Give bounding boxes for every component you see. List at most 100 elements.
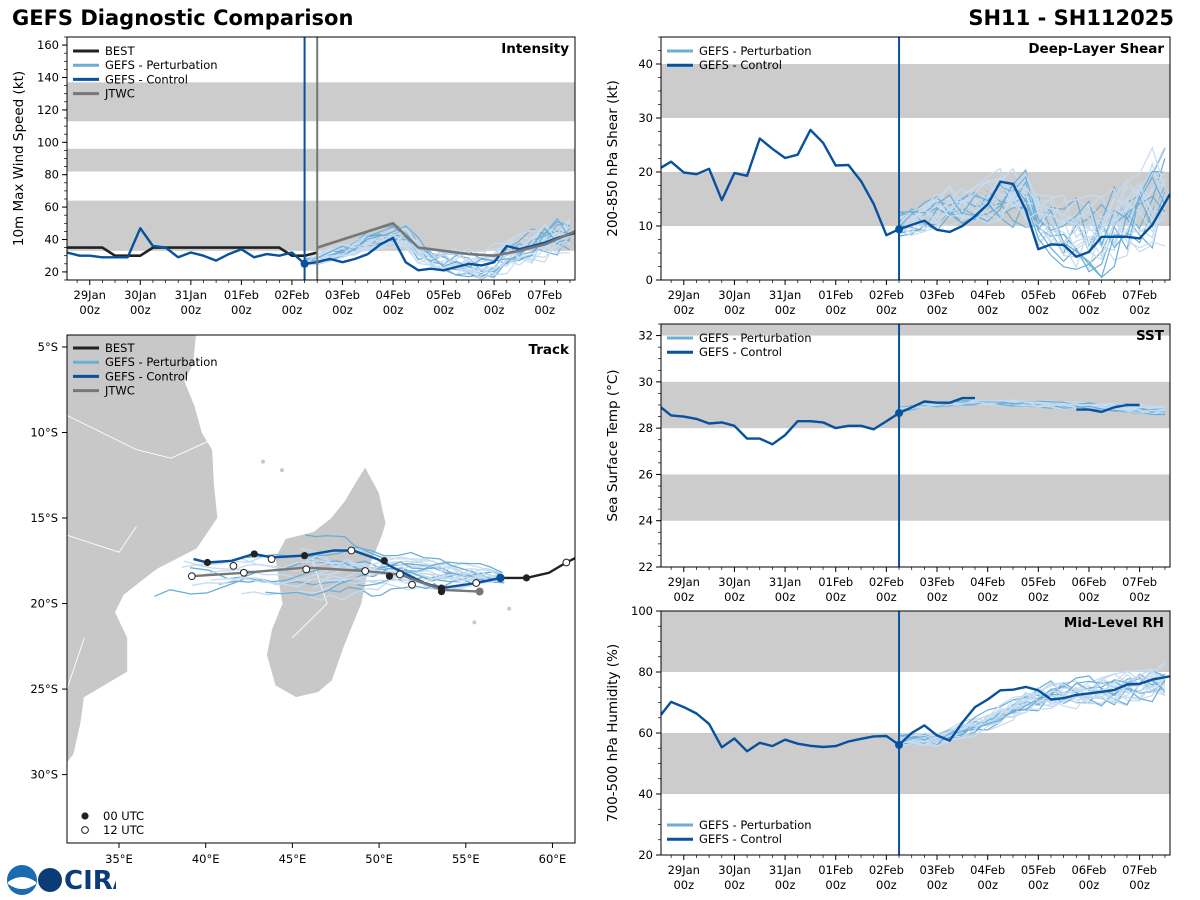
intensity-ylabel: 10m Max Wind Speed (kt) <box>11 71 27 246</box>
rh-xtick-hour: 00z <box>1028 878 1049 892</box>
intensity-xtick-day: 30Jan <box>124 288 156 302</box>
jtwc-init-dot <box>475 587 484 596</box>
intensity-xtick-hour: 00z <box>332 303 353 317</box>
sst-xtick-day: 05Feb <box>1021 575 1056 589</box>
intensity-ytick-label: 80 <box>44 168 59 182</box>
track-legend-label: GEFS - Control <box>105 369 188 383</box>
panel-rh: 2040608010029Jan00z30Jan00z31Jan00z01Feb… <box>605 604 1171 892</box>
intensity-ytick-label: 120 <box>37 103 59 117</box>
intensity-plot-area <box>67 37 575 280</box>
intensity-xtick-day: 01Feb <box>224 288 259 302</box>
shear-xtick-day: 04Feb <box>970 288 1005 302</box>
sst-xtick-hour: 00z <box>977 590 998 604</box>
rh-xtick-hour: 00z <box>1079 878 1100 892</box>
shear-ytick-label: 20 <box>638 165 653 179</box>
shear-xtick-day: 30Jan <box>718 288 750 302</box>
sst-xtick-hour: 00z <box>825 590 846 604</box>
perturbation-member-line <box>304 221 571 266</box>
marker-00utc <box>437 587 446 596</box>
marker-12utc <box>239 568 248 577</box>
rh-series-gefs-control-forecast- <box>898 675 1170 746</box>
perturbation-member-line <box>898 146 1166 234</box>
perturbation-member-line <box>898 184 1166 261</box>
marker-12utc <box>347 546 356 555</box>
track-ytick-label: 20°S <box>30 597 58 611</box>
rh-xtick-day: 30Jan <box>718 863 750 877</box>
rh-ylabel: 700-500 hPa Humidity (%) <box>605 644 621 822</box>
shear-xtick-hour: 00z <box>1079 303 1100 317</box>
rh-plot-area <box>661 611 1170 855</box>
island <box>472 620 477 625</box>
intensity-init-dot <box>300 259 309 268</box>
track-marker-legend-label: 12 UTC <box>103 823 144 837</box>
rh-xtick-hour: 00z <box>825 878 846 892</box>
sst-xtick-hour: 00z <box>1028 590 1049 604</box>
track-frame <box>66 334 576 844</box>
perturbation-track-line <box>305 555 504 577</box>
perturbation-member-line <box>898 182 1166 279</box>
rh-band <box>661 611 1170 672</box>
rh-xtick-day: 01Feb <box>818 863 853 877</box>
intensity-ytick-label: 60 <box>44 200 59 214</box>
perturbation-member-line <box>898 670 1166 748</box>
track-xtick-label: 40°E <box>192 852 220 866</box>
track-xtick-label: 35°E <box>105 852 133 866</box>
shear-xtick-day: 06Feb <box>1071 288 1106 302</box>
intensity-xtick-hour: 00z <box>79 303 100 317</box>
island <box>260 459 265 464</box>
perturbation-member-line <box>304 223 571 264</box>
perturbation-member-line <box>898 175 1166 247</box>
sst-xtick-hour: 00z <box>1079 590 1100 604</box>
rh-xtick-day: 04Feb <box>970 863 1005 877</box>
sst-xtick-day: 03Feb <box>920 575 955 589</box>
rh-ytick-label: 100 <box>631 604 653 618</box>
shear-ytick-label: 30 <box>638 111 653 125</box>
perturbation-track-line <box>312 567 502 591</box>
sst-xtick-hour: 00z <box>927 590 948 604</box>
rh-ytick-label: 80 <box>638 665 653 679</box>
sst-series-gefs-control-late- <box>1076 403 1140 414</box>
figure-title: GEFS Diagnostic Comparison <box>12 6 354 30</box>
rh-ytick-label: 60 <box>638 726 653 740</box>
marker-12utc <box>361 567 370 575</box>
rh-xtick-day: 31Jan <box>769 863 801 877</box>
intensity-xtick-day: 29Jan <box>74 288 106 302</box>
marker-12utc <box>562 558 571 567</box>
intensity-series-gefs-control <box>67 226 306 265</box>
sst-xtick-day: 06Feb <box>1071 575 1106 589</box>
shear-xtick-day: 03Feb <box>920 288 955 302</box>
perturbation-track-line <box>200 556 504 579</box>
marker-12utc <box>187 572 196 581</box>
rh-legend-label: GEFS - Perturbation <box>699 818 812 832</box>
marker-00utc <box>385 572 394 580</box>
perturbation-member-line <box>304 217 571 268</box>
intensity-legend-label: JTWC <box>104 87 135 101</box>
panel-track: 35°E 40°E 45°E 50°E 55°E 60°E 5°S 10°S 15°S 20°S 2… <box>30 334 576 866</box>
rh-xtick-day: 29Jan <box>668 863 700 877</box>
shear-xtick-hour: 00z <box>825 303 846 317</box>
shear-title: Deep-Layer Shear <box>1028 41 1164 57</box>
intensity-legend-label: GEFS - Control <box>105 72 188 86</box>
sst-band <box>661 474 1170 521</box>
shear-ytick-label: 10 <box>638 219 653 233</box>
noaa-logo-icon: CIRA <box>7 865 133 896</box>
shear-xtick-day: 31Jan <box>769 288 801 302</box>
island <box>507 606 512 611</box>
sst-xtick-day: 31Jan <box>769 575 801 589</box>
shear-legend-label: GEFS - Perturbation <box>699 44 812 58</box>
perturbation-member-line <box>898 674 1166 742</box>
intensity-xtick-day: 04Feb <box>376 288 411 302</box>
shear-xtick-hour: 00z <box>673 303 694 317</box>
marker-00utc <box>203 558 212 567</box>
storm-id-title: SH11 - SH112025 <box>968 6 1174 30</box>
rh-xtick-hour: 00z <box>724 878 745 892</box>
intensity-xtick-day: 02Feb <box>274 288 309 302</box>
track-xtick-label: 50°E <box>365 852 393 866</box>
track-ytick-label: 30°S <box>30 768 58 782</box>
cira-logo: CIRA <box>6 864 133 896</box>
shear-xtick-day: 29Jan <box>668 288 700 302</box>
rh-legend-label: GEFS - Control <box>699 832 782 846</box>
sst-ytick-label: 26 <box>638 467 653 481</box>
perturbation-member-line <box>898 673 1166 743</box>
